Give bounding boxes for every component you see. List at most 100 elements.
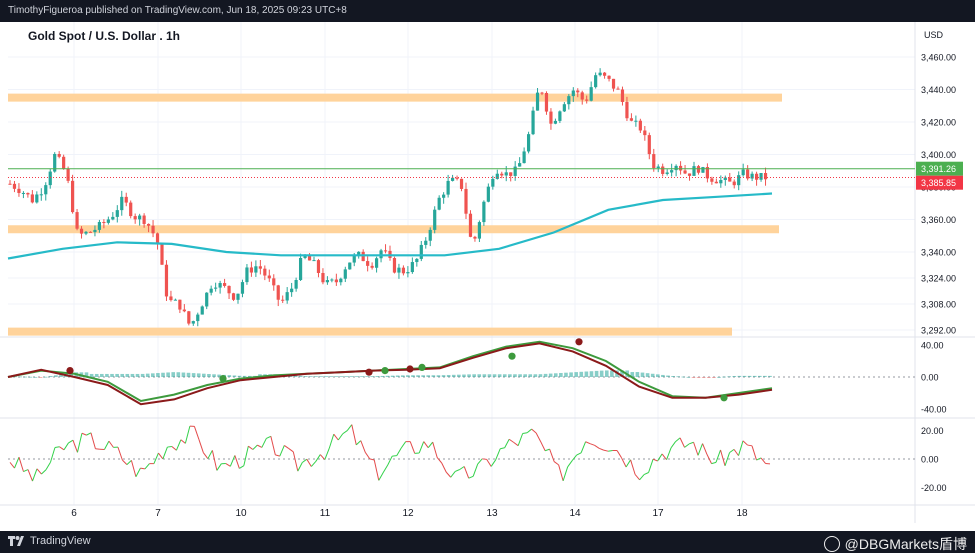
macd-histogram-bar — [136, 374, 140, 377]
macd-histogram-bar — [110, 374, 114, 377]
candle-body — [330, 280, 333, 281]
macd-histogram-bar — [324, 376, 328, 377]
candle-body — [236, 294, 239, 300]
macd-histogram-bar — [676, 376, 680, 377]
macd-histogram-bar — [314, 376, 318, 377]
candle-body — [107, 219, 110, 222]
oscillator-segment — [59, 447, 63, 450]
oscillator-segment — [635, 474, 639, 479]
macd-histogram-bar — [549, 374, 553, 377]
candle-body — [49, 172, 52, 186]
oscillator-segment — [446, 472, 450, 477]
macd-histogram-bar — [763, 376, 767, 377]
macd-histogram-bar — [600, 371, 604, 377]
candle-body — [697, 166, 700, 173]
candle-body — [643, 130, 646, 135]
candle-body — [263, 269, 266, 276]
oscillator-segment — [685, 444, 689, 447]
oscillator-pane — [8, 425, 915, 481]
oscillator-segment — [284, 445, 288, 448]
oscillator-segment — [667, 448, 671, 460]
macd-histogram-bar — [202, 374, 206, 377]
candle-body — [652, 154, 655, 168]
candle-body — [661, 167, 664, 174]
oscillator-segment — [442, 463, 446, 472]
macd-histogram-bar — [228, 375, 232, 377]
currency-label: USD — [924, 30, 944, 40]
macd-histogram-bar — [411, 375, 415, 377]
candle-body — [719, 180, 722, 183]
oscillator-segment — [532, 429, 536, 433]
oscillator-segment — [541, 442, 545, 451]
candle-body — [384, 250, 387, 251]
oscillator-segment — [68, 440, 72, 443]
oscillator-segment — [257, 445, 261, 447]
macd-histogram-bar — [197, 373, 201, 377]
macd-histogram-bar — [192, 373, 196, 377]
candle-body — [8, 184, 11, 185]
candle-body — [321, 273, 324, 282]
oscillator-segment — [226, 464, 230, 467]
macd-histogram-bar — [768, 376, 772, 377]
macd-histogram-bar — [299, 376, 303, 377]
candle-body — [138, 216, 141, 220]
macd-histogram-bar — [238, 376, 242, 377]
candle-body — [688, 173, 691, 175]
price-tick-label: 3,460.00 — [921, 53, 956, 63]
oscillator-segment — [361, 441, 365, 453]
candle-body — [89, 232, 92, 233]
candle-body — [482, 202, 485, 222]
oscillator-segment — [176, 440, 180, 451]
candle-body — [22, 193, 25, 194]
oscillator-segment — [536, 433, 540, 442]
macd-histogram-bar — [447, 375, 451, 377]
candle-body — [639, 121, 642, 131]
macd-histogram-bar — [360, 376, 364, 377]
macd-histogram-bar — [646, 373, 650, 377]
candlesticks — [8, 68, 767, 326]
oscillator-segment — [460, 466, 464, 469]
oscillator-segment — [617, 451, 621, 458]
oscillator-segment — [275, 455, 279, 456]
candle-body — [339, 279, 342, 283]
candle-body — [214, 288, 217, 289]
macd-histogram-bar — [396, 375, 400, 377]
candle-body — [84, 232, 87, 234]
macd-histogram-bar — [528, 374, 532, 377]
oscillator-segment — [428, 442, 432, 448]
candle-body — [599, 73, 602, 76]
macd-cross-marker — [418, 364, 425, 371]
candle-body — [625, 102, 628, 118]
time-tick-label: 7 — [155, 508, 161, 519]
oscillator-segment — [244, 446, 248, 465]
macd-histogram-bar — [544, 374, 548, 377]
oscillator-segment — [230, 455, 234, 466]
oscillator-segment — [212, 450, 216, 470]
oscillator-segment — [32, 469, 36, 481]
candle-body — [451, 178, 454, 181]
candle-body — [232, 293, 235, 300]
oscillator-segment — [145, 464, 149, 469]
candle-body — [160, 244, 163, 264]
candle-body — [616, 89, 619, 90]
macd-tick-label: 40.00 — [921, 341, 944, 351]
oscillator-segment — [262, 438, 266, 447]
oscillator-segment — [644, 472, 648, 474]
macd-cross-marker — [508, 353, 515, 360]
oscillator-segment — [41, 470, 45, 474]
macd-histogram-bar — [452, 375, 456, 377]
oscillator-segment — [653, 459, 657, 461]
oscillator-segment — [671, 442, 675, 448]
macd-histogram-bar — [732, 376, 736, 377]
oscillator-segment — [185, 426, 189, 443]
oscillator-segment — [104, 441, 108, 449]
oscillator-segment — [167, 446, 171, 447]
watermark: @DBGMarkets盾博 — [824, 534, 967, 554]
macd-histogram-bar — [518, 374, 522, 377]
oscillator-segment — [482, 459, 486, 460]
candle-body — [554, 121, 557, 124]
candle-body — [250, 267, 253, 272]
oscillator-segment — [577, 453, 581, 455]
